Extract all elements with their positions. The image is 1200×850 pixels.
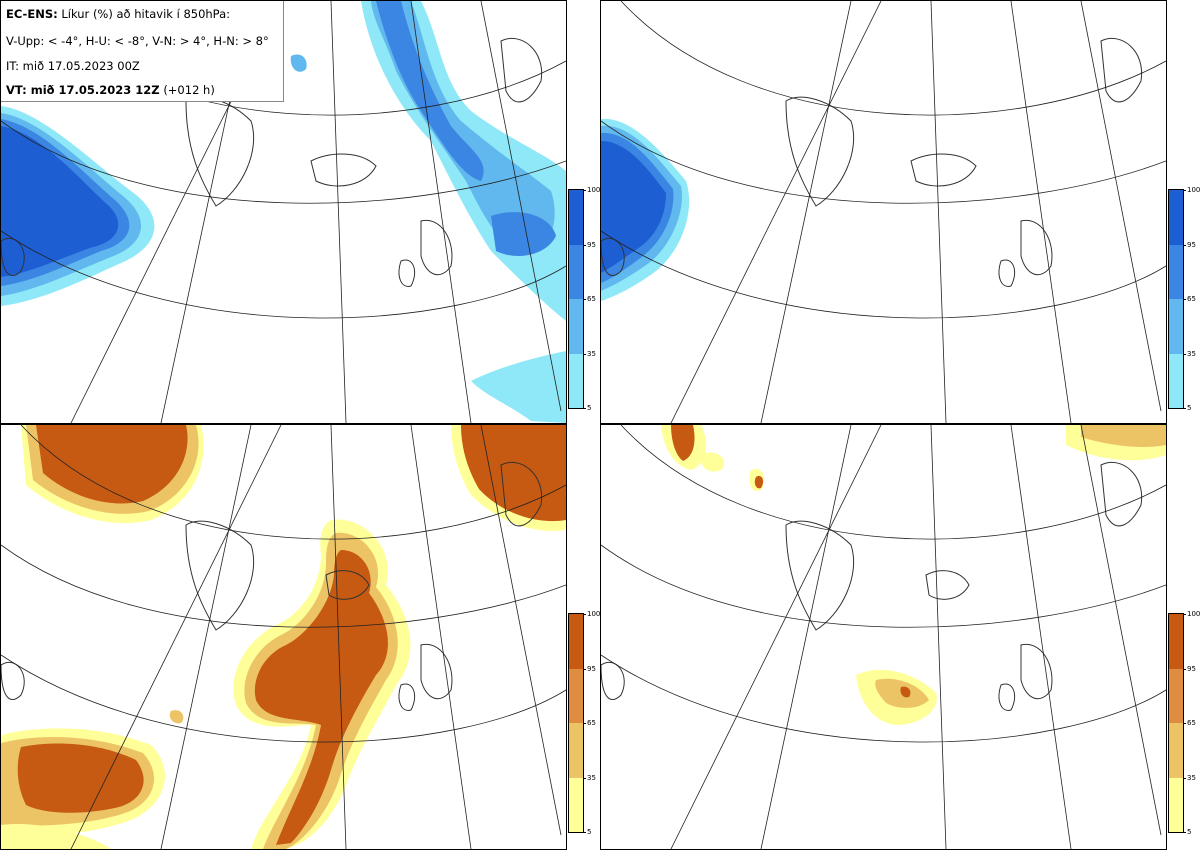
colorbar-tickmark	[583, 614, 586, 615]
thresholds-label: V-Upp: < -4°, H-U: < -8°, V-N: > 4°, H-N…	[6, 34, 269, 48]
colorbar-segment	[569, 299, 583, 354]
colorbar-tick-label: 100	[587, 186, 601, 194]
colorbar-tick-label: 65	[587, 719, 596, 727]
colorbar-segment	[1169, 244, 1183, 299]
coastlines	[601, 461, 1143, 711]
description-label: Líkur (%) að hitavik í 850hPa:	[61, 7, 231, 21]
colorbar-tickmark	[583, 299, 586, 300]
colorbar-orange-bottom-right: 100 95 65 35 5	[1168, 610, 1200, 836]
colorbar-segment	[569, 190, 583, 245]
colorbar-segment	[569, 777, 583, 832]
colorbar-segment	[1169, 190, 1183, 245]
colorbar-tickmark	[583, 723, 586, 724]
probability-field	[1, 425, 566, 849]
colorbar-tick-label: 100	[1187, 610, 1200, 618]
colorbar-tick-label: 35	[1187, 773, 1196, 782]
colorbar-tick-label: 100	[587, 610, 601, 618]
map-canvas	[1, 425, 566, 849]
colorbar-orange-bottom-left: 100 95 65 35 5	[568, 610, 600, 836]
colorbar-segment	[569, 244, 583, 299]
colorbar-tickmark	[1183, 244, 1186, 246]
colorbar-segment	[569, 353, 583, 408]
colorbar-segment	[1169, 353, 1183, 408]
colorbar-tick-label: 5	[587, 404, 592, 412]
colorbar-tickmark	[1183, 723, 1186, 724]
colorbar-tickmark	[1183, 353, 1186, 355]
probability-field	[601, 118, 690, 301]
colorbar-tickmark	[1183, 299, 1186, 300]
probability-field	[1, 1, 566, 423]
map-panel-warm-4	[0, 424, 567, 850]
colorbar-tickmark	[583, 832, 586, 833]
colorbar-tickmark	[583, 408, 586, 409]
colorbar-tick-label: 65	[1187, 719, 1196, 727]
colorbar-segment	[569, 614, 583, 669]
colorbar-tickmark	[583, 244, 586, 246]
valid-time-label: VT: mið 17.05.2023 12Z	[6, 83, 160, 97]
colorbar-tickmark	[583, 668, 586, 670]
colorbar-segment	[1169, 777, 1183, 832]
product-label: EC-ENS:	[6, 7, 58, 21]
graticule	[601, 1, 1166, 423]
coastlines	[601, 37, 1143, 287]
map-canvas	[601, 425, 1166, 849]
map-panel-cold-8	[600, 0, 1167, 424]
initial-time-label: IT: mið 17.05.2023 00Z	[6, 59, 140, 73]
colorbar-tick-label: 5	[587, 828, 592, 836]
colorbar-tickmark	[583, 777, 586, 779]
map-canvas	[601, 1, 1166, 423]
lead-time-label: (+012 h)	[163, 83, 215, 97]
colorbar-segment	[1169, 614, 1183, 669]
colorbar-segment	[1169, 668, 1183, 723]
colorbar-tick-label: 35	[587, 349, 596, 358]
colorbar-tickmark	[583, 353, 586, 355]
colorbar-tick-label: 95	[587, 240, 596, 249]
coastlines	[1, 461, 543, 711]
colorbar-blue-top-left: 100 95 65 35 5	[568, 186, 600, 412]
colorbar-tickmark	[1183, 668, 1186, 670]
graticule	[601, 425, 1166, 849]
colorbar-segment	[1169, 723, 1183, 778]
colorbar-tickmark	[1183, 614, 1186, 615]
colorbar-tickmark	[1183, 777, 1186, 779]
colorbar-segment	[569, 723, 583, 778]
colorbar-tick-label: 35	[587, 773, 596, 782]
colorbar-tickmark	[1183, 408, 1186, 409]
colorbar-tickmark	[1183, 190, 1186, 191]
probability-field	[661, 425, 1166, 725]
colorbar-tick-label: 35	[1187, 349, 1196, 358]
graticule	[1, 425, 566, 849]
map-panel-warm-8	[600, 424, 1167, 850]
colorbar-tick-label: 95	[1187, 240, 1196, 249]
colorbar-segment	[569, 668, 583, 723]
graticule	[1, 1, 566, 423]
colorbar-tick-label: 95	[1187, 664, 1196, 673]
colorbar-tick-label: 5	[1187, 404, 1192, 412]
colorbar-tickmark	[1183, 832, 1186, 833]
map-canvas	[1, 1, 566, 423]
colorbar-tick-label: 100	[1187, 186, 1200, 194]
colorbar-tickmark	[583, 190, 586, 191]
map-legend: EC-ENS: Líkur (%) að hitavik í 850hPa: V…	[1, 1, 284, 102]
colorbar-tick-label: 65	[1187, 295, 1196, 303]
colorbar-segment	[1169, 299, 1183, 354]
colorbar-tick-label: 95	[587, 664, 596, 673]
map-panel-cold-4: EC-ENS: Líkur (%) að hitavik í 850hPa: V…	[0, 0, 567, 424]
colorbar-tick-label: 65	[587, 295, 596, 303]
colorbar-tick-label: 5	[1187, 828, 1192, 836]
colorbar-blue-top-right: 100 95 65 35 5	[1168, 186, 1200, 412]
